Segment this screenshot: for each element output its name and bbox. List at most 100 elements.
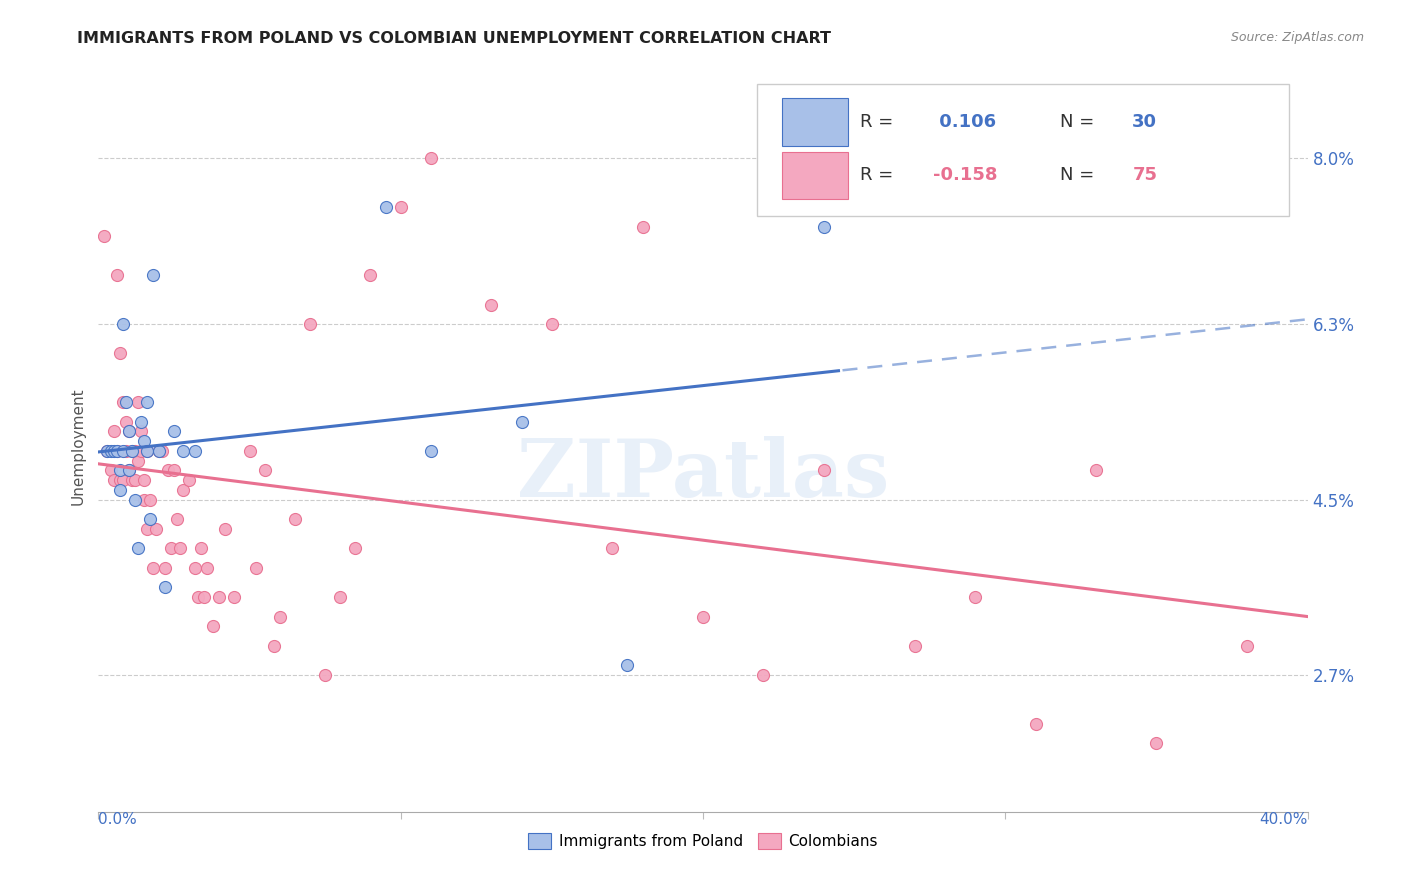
Point	[121, 443, 143, 458]
Point	[111, 473, 134, 487]
Point	[1024, 717, 1046, 731]
Point	[166, 512, 188, 526]
Point	[631, 219, 654, 234]
Point	[96, 443, 118, 458]
Point	[184, 443, 207, 458]
Point	[103, 473, 125, 487]
Text: -0.158: -0.158	[932, 167, 997, 185]
Point	[179, 473, 201, 487]
Point	[129, 415, 152, 429]
Point	[163, 463, 186, 477]
Point	[118, 425, 141, 439]
Point	[299, 317, 322, 331]
Point	[132, 473, 155, 487]
Point	[344, 541, 367, 556]
Point	[108, 463, 131, 477]
Point	[108, 346, 131, 360]
Point	[111, 443, 134, 458]
Point	[153, 581, 176, 595]
Point	[208, 590, 231, 604]
Point	[153, 561, 176, 575]
Point	[184, 561, 207, 575]
Point	[169, 541, 191, 556]
Point	[135, 522, 157, 536]
Point	[150, 443, 173, 458]
Point	[127, 453, 149, 467]
Point	[904, 639, 927, 653]
Point	[142, 268, 165, 283]
Point	[1144, 736, 1167, 750]
Text: 0.106: 0.106	[932, 113, 995, 131]
Text: 75: 75	[1132, 167, 1157, 185]
Point	[148, 443, 170, 458]
Point	[187, 590, 209, 604]
Point	[124, 443, 146, 458]
Point	[139, 492, 162, 507]
FancyBboxPatch shape	[782, 152, 848, 199]
Point	[103, 443, 125, 458]
Point	[108, 483, 131, 497]
Point	[263, 639, 285, 653]
Point	[111, 317, 134, 331]
Point	[105, 268, 128, 283]
Point	[93, 229, 115, 244]
Point	[190, 541, 212, 556]
FancyBboxPatch shape	[758, 84, 1289, 216]
Point	[540, 317, 562, 331]
Point	[132, 492, 155, 507]
Point	[160, 541, 183, 556]
Point	[124, 473, 146, 487]
Point	[752, 668, 775, 682]
Point	[245, 561, 267, 575]
Point	[121, 473, 143, 487]
Text: 0.0%: 0.0%	[98, 812, 138, 827]
Point	[616, 658, 638, 673]
Text: 40.0%: 40.0%	[1260, 812, 1308, 827]
Point	[135, 443, 157, 458]
Point	[172, 443, 194, 458]
Point	[111, 395, 134, 409]
Point	[105, 443, 128, 458]
Point	[135, 443, 157, 458]
Point	[127, 395, 149, 409]
Point	[1085, 463, 1108, 477]
Point	[195, 561, 218, 575]
Point	[96, 443, 118, 458]
Point	[121, 443, 143, 458]
Point	[142, 561, 165, 575]
Point	[284, 512, 307, 526]
Point	[114, 395, 136, 409]
Point	[132, 434, 155, 449]
Legend: Immigrants from Poland, Colombians: Immigrants from Poland, Colombians	[522, 827, 884, 855]
Text: N =: N =	[1060, 167, 1099, 185]
Point	[692, 609, 714, 624]
Point	[105, 443, 128, 458]
Point	[124, 492, 146, 507]
Point	[193, 590, 215, 604]
Point	[389, 200, 412, 214]
Point	[118, 463, 141, 477]
Point	[145, 522, 167, 536]
Point	[253, 463, 276, 477]
Text: R =: R =	[860, 113, 900, 131]
Text: Source: ZipAtlas.com: Source: ZipAtlas.com	[1230, 31, 1364, 45]
Point	[510, 415, 533, 429]
Y-axis label: Unemployment: Unemployment	[70, 387, 86, 505]
Text: N =: N =	[1060, 113, 1099, 131]
Point	[148, 443, 170, 458]
Point	[108, 473, 131, 487]
Point	[481, 297, 503, 311]
Point	[163, 425, 186, 439]
Text: 30: 30	[1132, 113, 1157, 131]
Point	[602, 541, 624, 556]
Point	[314, 668, 336, 682]
Point	[156, 463, 179, 477]
Point	[135, 395, 157, 409]
Point	[118, 425, 141, 439]
Point	[127, 541, 149, 556]
Point	[1236, 639, 1258, 653]
Point	[103, 425, 125, 439]
Point	[129, 443, 152, 458]
Point	[965, 590, 987, 604]
Point	[374, 200, 396, 214]
